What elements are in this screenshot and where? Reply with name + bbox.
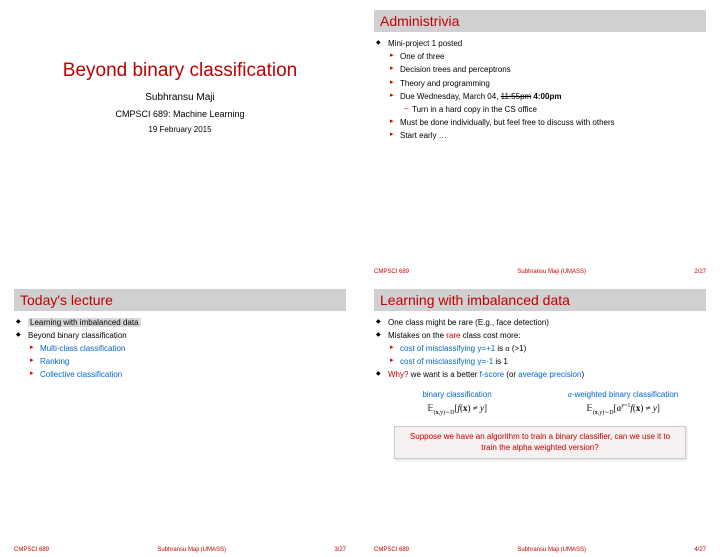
math-heading: α-weighted binary classification [540,390,706,399]
math-expression: 𝔼(x,y)∼D[αy=1f(x) ≠ y] [540,403,706,416]
list-item: One of three [374,51,706,62]
footer-author: Subhransu Maji (UMASS) [517,547,586,553]
math-expression: 𝔼(x,y)∼D[f(x) ≠ y] [374,403,540,416]
list-item: Learning with imbalanced data [14,317,346,328]
text: Due Wednesday, March 04, [400,92,501,101]
list-item: Ranking [14,356,346,367]
math-body: [f(x) ≠ y] [454,403,486,413]
link-text: Multi-class classification [40,344,125,353]
text: is 1 [493,357,508,366]
list-item: Beyond binary classification [14,330,346,341]
link-text: cost of misclassifying y=+1 [400,344,495,353]
emphasis-text: rare [446,331,460,340]
link-text: Collective classification [40,370,122,379]
bullet-list: Mini-project 1 posted One of three Decis… [374,38,706,142]
text: Mistakes on the [388,331,446,340]
footer-page: 2/27 [694,269,706,275]
presentation-date: 19 February 2015 [148,125,211,134]
math-comparison: binary classification 𝔼(x,y)∼D[f(x) ≠ y]… [374,390,706,416]
list-item: Must be done individually, but feel free… [374,117,706,128]
footer-course: CMPSCI 689 [374,547,409,553]
list-item: Mistakes on the rare class cost more: [374,330,706,341]
list-item: cost of misclassifying y=-1 is 1 [374,356,706,367]
course-name: CMPSCI 689: Machine Learning [115,109,244,119]
highlighted-text: Learning with imbalanced data [28,318,141,327]
list-item: cost of misclassifying y=+1 is α (>1) [374,343,706,354]
expectation-symbol: 𝔼 [427,403,434,413]
emphasis-text: Why? [388,370,408,379]
presentation-title: Beyond binary classification [63,60,297,82]
slide-footer: CMPSCI 689 Subhransu Maji (UMASS) 4/27 [374,547,706,553]
slide-footer: CMPSCI 689 Subhransu Maji (UMASS) 3/27 [14,547,346,553]
math-body: [αy=1f(x) ≠ y] [614,403,660,413]
text: we want is a better [408,370,479,379]
link-text: cost of misclassifying y=-1 [400,357,493,366]
slide-administrivia: Administrivia Mini-project 1 posted One … [360,0,720,279]
footer-author: Subhransu Maji (UMASS) [517,269,586,275]
footer-page: 4/27 [694,547,706,553]
list-item: Why? we want is a better f-score (or ave… [374,369,706,380]
math-heading: binary classification [374,390,540,399]
math-right: α-weighted binary classification 𝔼(x,y)∼… [540,390,706,416]
struck-text: 11:55pm [501,92,532,101]
list-item: Mini-project 1 posted [374,38,706,49]
text: is [495,344,505,353]
list-item: One class might be rare (E.g., face dete… [374,317,706,328]
list-item: Theory and programming [374,78,706,89]
slide-title: Beyond binary classification Subhransu M… [0,0,360,279]
slide-todays-lecture: Today's lecture Learning with imbalanced… [0,279,360,557]
list-item: Multi-class classification [14,343,346,354]
subscript: (x,y)∼D [434,410,455,416]
link-text: Ranking [40,357,69,366]
slide-heading: Administrivia [374,10,706,32]
list-item: Collective classification [14,369,346,380]
link-text: f-score [480,370,504,379]
text: (>1) [510,344,527,353]
text: -weighted binary classification [572,390,678,399]
bold-text: 4:00pm [531,92,561,101]
footer-author: Subhransu Maji (UMASS) [157,547,226,553]
slide-heading: Today's lecture [14,289,346,311]
author-name: Subhransu Maji [145,92,214,103]
subscript: (x,y)∼D [593,410,614,416]
list-item: Decision trees and perceptrons [374,64,706,75]
text: ) [581,370,584,379]
list-item: Turn in a hard copy in the CS office [374,104,706,115]
slide-imbalanced-data: Learning with imbalanced data One class … [360,279,720,557]
question-callout: Suppose we have an algorithm to train a … [394,426,686,459]
footer-course: CMPSCI 689 [374,269,409,275]
expectation-symbol: 𝔼 [586,403,593,413]
link-text: average precision [518,370,581,379]
list-item: Start early … [374,130,706,141]
slide-footer: CMPSCI 689 Subhransu Maji (UMASS) 2/27 [374,269,706,275]
text: class cost more: [460,331,520,340]
list-item: Due Wednesday, March 04, 11:55pm 4:00pm [374,91,706,102]
math-left: binary classification 𝔼(x,y)∼D[f(x) ≠ y] [374,390,540,416]
slide-heading: Learning with imbalanced data [374,289,706,311]
footer-page: 3/27 [334,547,346,553]
footer-course: CMPSCI 689 [14,547,49,553]
bullet-list: Learning with imbalanced data Beyond bin… [14,317,346,381]
text: (or [504,370,518,379]
bullet-list: One class might be rare (E.g., face dete… [374,317,706,381]
